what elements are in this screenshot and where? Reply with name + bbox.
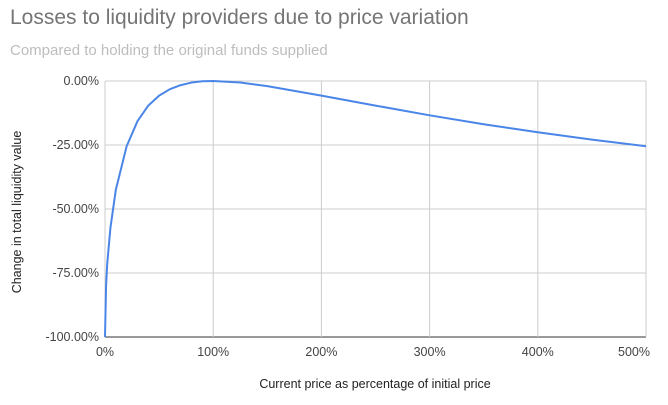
x-tick-label: 200% (305, 345, 337, 359)
y-tick-label: 0.00% (64, 74, 99, 88)
chart-title: Losses to liquidity providers due to pri… (10, 6, 469, 29)
y-tick-label: -50.00% (52, 202, 99, 216)
x-tick-label: 500% (618, 345, 650, 359)
series-line (104, 80, 647, 338)
x-axis-title: Current price as percentage of initial p… (259, 377, 490, 391)
x-tick-label: 300% (414, 345, 446, 359)
y-axis-ticks: 0.00% -25.00% -50.00% -75.00% -100.00% (45, 74, 99, 344)
y-tick-label: -25.00% (52, 138, 99, 152)
chart-subtitle: Compared to holding the original funds s… (10, 42, 328, 59)
x-tick-label: 400% (522, 345, 554, 359)
y-tick-label: -75.00% (52, 266, 99, 280)
y-tick-label: -100.00% (45, 330, 99, 344)
x-tick-label: 100% (197, 345, 229, 359)
gridlines (104, 80, 647, 338)
x-tick-label: 0% (96, 345, 114, 359)
x-axis-ticks: 0% 100% 200% 300% 400% 500% (96, 345, 650, 359)
y-axis-title: Change in total liquidity value (10, 131, 24, 294)
